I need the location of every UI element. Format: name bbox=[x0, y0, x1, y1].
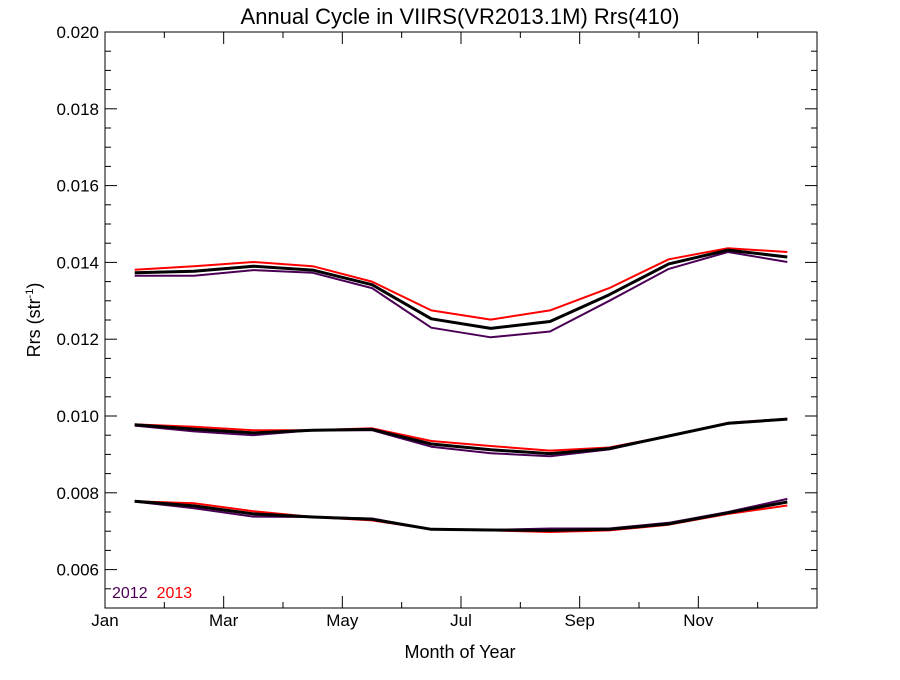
series-line-upper-mean bbox=[134, 248, 788, 330]
x-tick-label: Nov bbox=[683, 611, 714, 630]
series-line-middle-mean bbox=[134, 417, 788, 456]
y-axis-label-close: ) bbox=[24, 283, 44, 289]
series-layer bbox=[134, 247, 788, 533]
y-tick-label: 0.014 bbox=[56, 253, 99, 272]
y-axis-label-main: Rrs (str bbox=[24, 298, 44, 357]
y-tick-label: 0.006 bbox=[56, 561, 99, 580]
y-axis-label: Rrs (str-1) bbox=[24, 283, 44, 358]
y-tick-label: 0.008 bbox=[56, 484, 99, 503]
y-tick-label: 0.012 bbox=[56, 330, 99, 349]
chart-title: Annual Cycle in VIIRS(VR2013.1M) Rrs(410… bbox=[241, 4, 680, 29]
y-tick-label: 0.016 bbox=[56, 177, 99, 196]
y-tick-label: 0.010 bbox=[56, 407, 99, 426]
axes-layer: Jan Mar May Jul Sep Nov 0.006 0.008 0.010 0.012 0.… bbox=[56, 23, 818, 630]
x-tick-label: Jul bbox=[450, 611, 472, 630]
y-axis-label-superscript: -1 bbox=[24, 289, 36, 299]
x-tick-label: Jan bbox=[91, 611, 118, 630]
x-tick-label: May bbox=[326, 611, 359, 630]
y-tick-label: 0.018 bbox=[56, 100, 99, 119]
series-line-lower-mean bbox=[134, 499, 788, 532]
x-tick-label: Mar bbox=[209, 611, 239, 630]
legend: 2012 2013 bbox=[112, 585, 192, 602]
series-line-upper-2012 bbox=[134, 251, 788, 339]
legend-entry-2012: 2012 bbox=[112, 585, 148, 602]
y-tick-label: 0.020 bbox=[56, 23, 99, 42]
legend-entries: 2012 2013 bbox=[112, 585, 192, 602]
x-tick-label: Sep bbox=[565, 611, 595, 630]
legend-entry-2013: 2013 bbox=[157, 585, 193, 602]
x-axis-label: Month of Year bbox=[404, 642, 515, 662]
series-line-upper-2013 bbox=[134, 247, 788, 321]
